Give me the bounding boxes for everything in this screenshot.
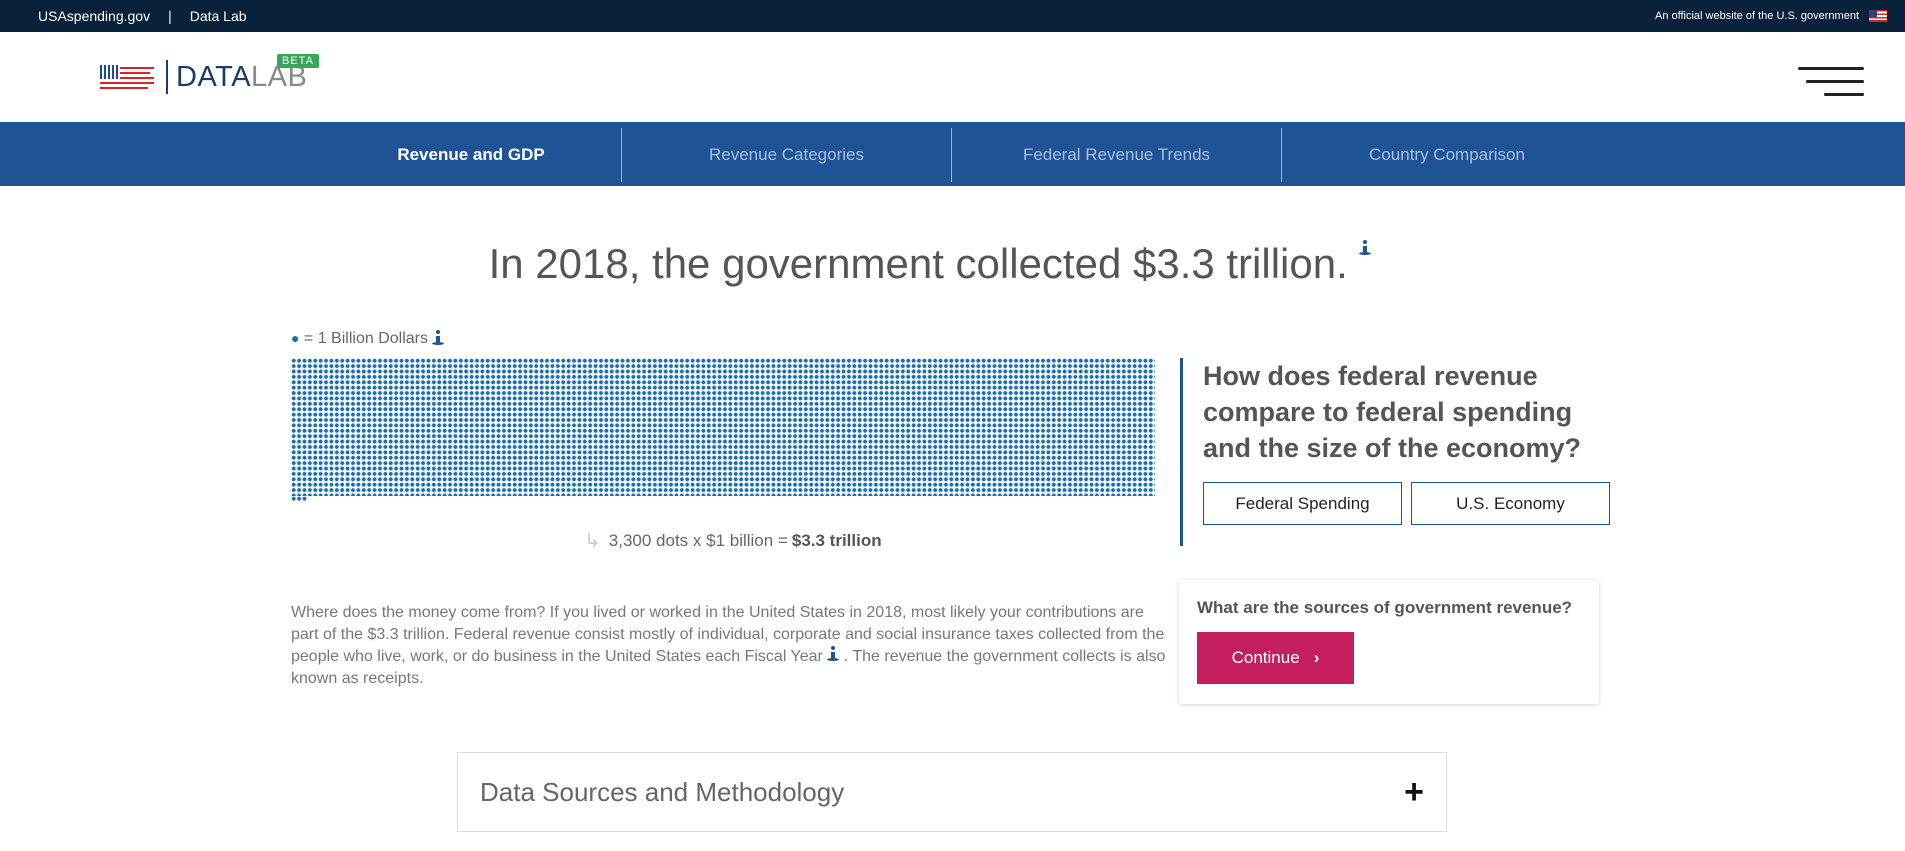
dot-grid <box>291 358 1155 496</box>
info-icon[interactable] <box>1359 240 1372 256</box>
dot-caption: ↳ 3,300 dots x $1 billion = $3.3 trillio… <box>584 528 882 553</box>
comparison-panel: How does federal revenue compare to fede… <box>1180 358 1610 546</box>
continue-label: Continue <box>1231 648 1300 667</box>
tab-divider <box>951 128 952 182</box>
continue-button[interactable]: Continue › <box>1197 632 1354 684</box>
logo-divider <box>166 60 168 94</box>
us-economy-button[interactable]: U.S. Economy <box>1411 482 1610 525</box>
tab-divider <box>1281 128 1282 182</box>
info-icon[interactable] <box>432 330 445 346</box>
datalab-logo[interactable]: DATALAB BETA <box>100 52 319 102</box>
official-banner: USAspending.gov | Data Lab An official w… <box>0 0 1905 32</box>
next-section-question: What are the sources of government reven… <box>1197 598 1573 617</box>
official-website-text: An official website of the U.S. governme… <box>1654 10 1859 22</box>
accordion-title: Data Sources and Methodology <box>480 776 845 807</box>
page-title: In 2018, the government collected $3.3 t… <box>300 240 1560 288</box>
intro-paragraph: Where does the money come from? If you l… <box>291 602 1166 690</box>
tab-country-comparison[interactable]: Country Comparison <box>1369 145 1525 164</box>
tab-divider <box>621 128 622 182</box>
paragraph-text-end: . The revenue the government collects is… <box>291 648 1166 687</box>
site-header: DATALAB BETA <box>0 32 1905 122</box>
hamburger-menu-icon[interactable] <box>1798 67 1864 97</box>
federal-spending-button[interactable]: Federal Spending <box>1203 482 1402 525</box>
chevron-right-icon: › <box>1313 648 1320 667</box>
dot-legend-text: = 1 Billion Dollars <box>303 330 428 347</box>
dot-grid-remainder <box>291 496 308 502</box>
return-arrow-icon: ↳ <box>584 530 601 552</box>
next-section-card: What are the sources of government reven… <box>1179 580 1599 704</box>
logo-flag-icon <box>100 63 154 91</box>
beta-badge: BETA <box>277 54 319 68</box>
caption-total: $3.3 trillion <box>791 530 882 550</box>
paragraph-text: Where does the money come from? If you l… <box>291 604 1165 665</box>
plus-icon[interactable]: + <box>1404 772 1424 811</box>
tab-federal-revenue-trends[interactable]: Federal Revenue Trends <box>1022 145 1211 164</box>
revenue-dot-matrix <box>291 358 1155 503</box>
us-flag-icon <box>1869 10 1887 22</box>
usaspending-link[interactable]: USAspending.gov <box>38 8 151 24</box>
headline-text: In 2018, the government collected $3.3 t… <box>488 240 1348 287</box>
dot-legend-marker: ● <box>291 330 300 346</box>
tab-revenue-categories[interactable]: Revenue Categories <box>709 145 864 164</box>
dot-legend: ● = 1 Billion Dollars <box>291 330 445 348</box>
comparison-question: How does federal revenue compare to fede… <box>1203 361 1582 463</box>
datalab-link[interactable]: Data Lab <box>189 8 247 24</box>
caption-text: 3,300 dots x $1 billion = <box>608 530 788 550</box>
info-icon[interactable] <box>827 646 840 662</box>
tab-revenue-and-gdp[interactable]: Revenue and GDP <box>397 145 545 164</box>
topbar-separator: | <box>168 8 172 24</box>
section-nav: Revenue and GDP Revenue Categories Feder… <box>0 122 1905 186</box>
data-sources-accordion[interactable]: Data Sources and Methodology + <box>457 752 1447 832</box>
